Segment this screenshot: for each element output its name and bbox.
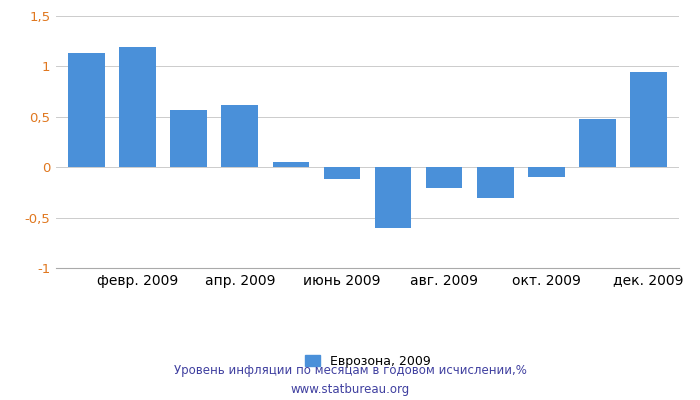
Bar — [69, 53, 105, 167]
Bar — [170, 110, 207, 167]
Legend: Еврозона, 2009: Еврозона, 2009 — [300, 350, 435, 373]
Bar — [528, 167, 565, 177]
Bar — [477, 167, 514, 198]
Bar — [323, 167, 360, 179]
Bar — [272, 162, 309, 167]
Text: Уровень инфляции по месяцам в годовом исчислении,%
www.statbureau.org: Уровень инфляции по месяцам в годовом ис… — [174, 364, 526, 396]
Bar — [221, 105, 258, 167]
Bar — [374, 167, 412, 228]
Bar — [426, 167, 463, 188]
Bar — [630, 72, 666, 167]
Bar — [579, 119, 616, 167]
Bar — [119, 47, 156, 167]
